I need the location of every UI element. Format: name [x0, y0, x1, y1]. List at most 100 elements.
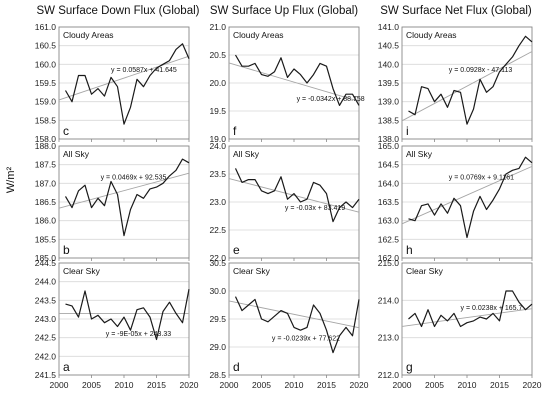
y-tick-label: 30.0 [209, 286, 226, 296]
trend-line [228, 62, 360, 102]
panel-letter: g [406, 360, 413, 374]
y-tick-label: 214.0 [378, 295, 400, 305]
y-tick-label: 213.0 [378, 333, 400, 343]
y-tick-label: 164.5 [378, 160, 400, 170]
y-tick-label: 138.5 [378, 115, 400, 125]
y-tick-label: 186.0 [35, 216, 57, 226]
y-tick-label: 244.5 [35, 258, 57, 268]
y-tick-label: 158.0 [35, 134, 57, 144]
panel-label: Cloudy Areas [406, 30, 457, 40]
y-tick-label: 186.5 [35, 197, 57, 207]
x-tick-label: 2020 [350, 380, 369, 390]
panel-letter: a [63, 360, 70, 374]
panel-label: Clear Sky [406, 266, 444, 276]
panel-h: 165.0 164.5 164.0 163.5 163.0 162.5 162.0 All S… [378, 141, 533, 263]
y-tick-label: 29.0 [209, 342, 226, 352]
panel-label: All Sky [233, 149, 260, 159]
panel-label: Cloudy Areas [63, 30, 114, 40]
y-tick-label: 165.0 [378, 141, 400, 151]
data-series-line [64, 158, 190, 237]
y-tick-label: 140.0 [378, 59, 400, 69]
panel-label: All Sky [63, 149, 90, 159]
panel-label: Clear Sky [233, 266, 271, 276]
y-tick-label: 243.0 [35, 314, 57, 324]
data-series-line [65, 288, 190, 341]
y-tick-label: 19.5 [209, 106, 226, 116]
regression-equation: y = 0.0587x + 41.645 [111, 67, 177, 74]
y-tick-label: 185.5 [35, 234, 57, 244]
column-title-down-flux: SW Surface Down Flux (Global) [37, 5, 200, 17]
y-tick-label: 160.5 [35, 41, 57, 51]
y-tick-label: 20.0 [209, 78, 226, 88]
y-tick-label: 241.5 [35, 370, 57, 380]
trend-line [228, 300, 360, 329]
regression-equation: y = -0.03x + 83.419 [285, 205, 345, 212]
trend-line [228, 178, 360, 213]
x-tick-label: 2010 [115, 380, 134, 390]
y-tick-label: 163.0 [378, 216, 400, 226]
y-tick-label: 188.0 [35, 141, 57, 151]
panel-letter: d [233, 360, 240, 374]
panel-f: 21.0 20.5 20.0 19.5 19.0 Cloudy Areas y = -0.0… [209, 22, 364, 144]
regression-equation: y = 0.0928x - 47.113 [449, 67, 513, 74]
y-tick-label: 23.0 [209, 197, 226, 207]
y-tick-label: 185.0 [35, 253, 57, 263]
y-tick-label: 215.0 [378, 258, 400, 268]
y-tick-label: 21.0 [209, 22, 226, 32]
y-tick-label: 162.0 [378, 253, 400, 263]
y-tick-label: 29.5 [209, 314, 226, 324]
column-title-up-flux: SW Surface Up Flux (Global) [210, 5, 358, 17]
panel-i: 141.0 140.5 140.0 139.5 139.0 138.5 138.0 Cloud… [378, 22, 533, 144]
panel-label: Cloudy Areas [233, 30, 284, 40]
x-tick-label: 2005 [425, 380, 444, 390]
regression-equation: y = -0.0342x + 88.758 [297, 96, 365, 103]
x-tick-label: 2000 [393, 380, 412, 390]
x-tick-label: 2005 [82, 380, 101, 390]
y-tick-label: 141.0 [378, 22, 400, 32]
y-tick-label: 160.0 [35, 59, 57, 69]
y-tick-label: 162.5 [378, 234, 400, 244]
data-series-line [234, 54, 360, 107]
y-tick-label: 243.5 [35, 295, 57, 305]
panel-letter: c [63, 124, 69, 138]
x-tick-label: 2010 [458, 380, 477, 390]
trend-line [401, 308, 533, 327]
y-tick-label: 30.5 [209, 258, 226, 268]
data-series-line [408, 156, 533, 239]
panel-letter: h [406, 243, 413, 257]
data-series-line [408, 290, 533, 328]
y-tick-label: 19.0 [209, 134, 226, 144]
y-tick-label: 163.5 [378, 197, 400, 207]
x-tick-label: 2020 [523, 380, 542, 390]
y-tick-label: 22.0 [209, 253, 226, 263]
data-series-line [408, 35, 533, 125]
y-tick-label: 28.5 [209, 370, 226, 380]
data-series-line [234, 296, 360, 354]
y-tick-label: 158.5 [35, 115, 57, 125]
y-tick-label: 242.5 [35, 333, 57, 343]
trend-line [58, 55, 190, 101]
y-tick-label: 164.0 [378, 178, 400, 188]
panel-e: 24.0 23.5 23.0 22.5 22.0 All Sky y = -0.03x + … [209, 141, 360, 263]
data-series-line [64, 43, 190, 125]
column-title-net-flux: SW Surface Net Flux (Global) [380, 5, 532, 17]
panel-b: 188.0 187.5 187.0 186.5 186.0 185.5 185.0 All S… [35, 141, 190, 263]
y-tick-label: 187.0 [35, 178, 57, 188]
regression-equation: y = -9E-05x + 243.33 [106, 331, 171, 338]
panel-letter: b [63, 243, 70, 257]
x-tick-label: 2015 [147, 380, 166, 390]
y-tick-label: 212.0 [378, 370, 400, 380]
regression-equation: y = 0.0238x + 165.7 [461, 305, 523, 312]
panel-letter: f [233, 124, 237, 138]
y-tick-label: 23.5 [209, 169, 226, 179]
data-series-line [234, 168, 360, 223]
regression-equation: y = 0.0769x + 9.1161 [449, 175, 514, 182]
x-tick-label: 2020 [180, 380, 199, 390]
y-tick-label: 22.5 [209, 225, 226, 235]
regression-equation: y = -0.0239x + 77.622 [272, 335, 340, 342]
y-tick-label: 159.0 [35, 97, 57, 107]
y-tick-label: 24.0 [209, 141, 226, 151]
trend-line [401, 51, 533, 122]
